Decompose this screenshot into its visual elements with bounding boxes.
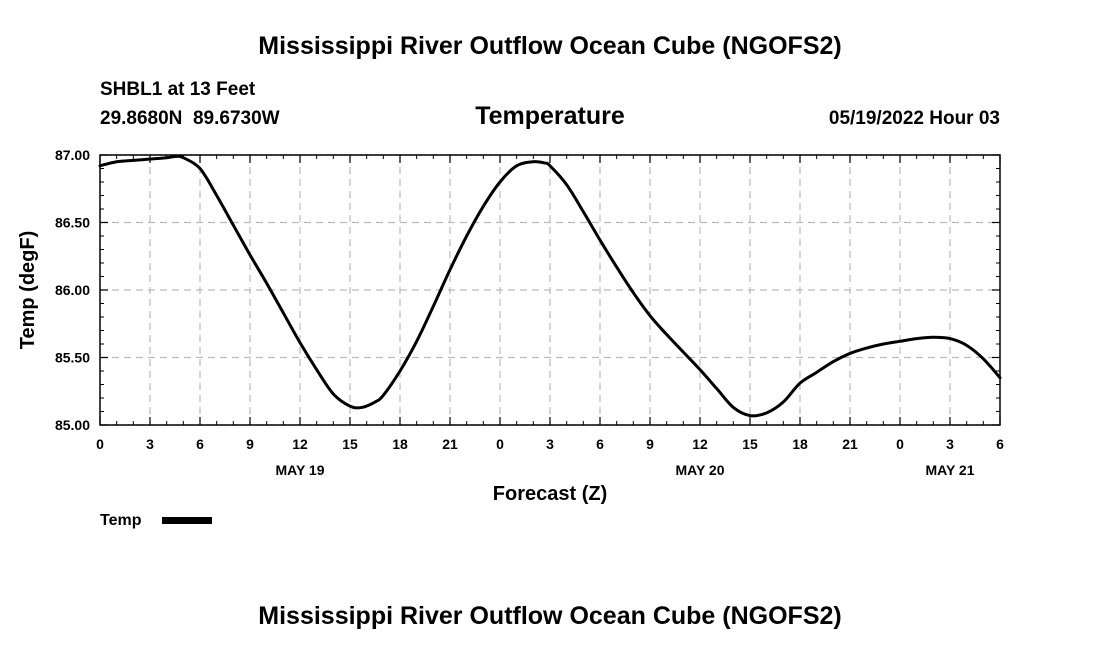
labels-layer: 0 3 6 9 12 15 18 21 0 3 6 9 12 15 18 21 0 3 6 85.00 85.50 86.… (55, 147, 1004, 478)
footer-title: Mississippi River Outflow Ocean Cube (NG… (258, 602, 841, 630)
x-tick-label: 0 (496, 436, 504, 452)
ticks-layer (99, 154, 1001, 426)
chart-title: Mississippi River Outflow Ocean Cube (NG… (258, 32, 841, 60)
grid-layer (100, 154, 1000, 426)
y-tick-label: 85.00 (55, 417, 90, 433)
legend-label-temp: Temp (100, 512, 142, 529)
x-tick-label: 18 (792, 436, 808, 452)
y-tick-label: 86.00 (55, 282, 90, 298)
x-tick-label: 12 (692, 436, 708, 452)
x-tick-label: 0 (896, 436, 904, 452)
x-tick-label: 18 (392, 436, 408, 452)
series-line-temp (98, 154, 1002, 418)
y-tick-label: 86.50 (55, 215, 90, 231)
x-day-label: MAY 20 (675, 462, 724, 478)
x-tick-label: 21 (842, 436, 858, 452)
x-tick-label: 15 (742, 436, 758, 452)
datetime-label: 05/19/2022 Hour 03 (829, 108, 1000, 129)
x-tick-label: 6 (996, 436, 1004, 452)
x-tick-label: 0 (96, 436, 104, 452)
legend-swatch-temp (162, 517, 212, 524)
x-axis-label: Forecast (Z) (493, 483, 607, 505)
x-tick-label: 9 (246, 436, 254, 452)
x-tick-label: 6 (596, 436, 604, 452)
x-tick-label: 15 (342, 436, 358, 452)
x-tick-label: 6 (196, 436, 204, 452)
x-tick-label: 21 (442, 436, 458, 452)
x-tick-label: 9 (646, 436, 654, 452)
x-tick-label: 3 (546, 436, 554, 452)
x-day-label: MAY 19 (275, 462, 324, 478)
x-tick-label: 3 (946, 436, 954, 452)
x-tick-label: 3 (146, 436, 154, 452)
coordinates-label: 29.8680N 89.6730W (100, 108, 280, 129)
x-day-label: MAY 21 (925, 462, 974, 478)
y-tick-label: 87.00 (55, 147, 90, 163)
y-axis-label: Temp (degF) (17, 231, 39, 350)
chart-subtitle: Temperature (475, 102, 625, 130)
y-tick-label: 85.50 (55, 350, 90, 366)
station-label: SHBL1 at 13 Feet (100, 79, 256, 100)
x-tick-label: 12 (292, 436, 308, 452)
legend: Temp (100, 512, 212, 529)
